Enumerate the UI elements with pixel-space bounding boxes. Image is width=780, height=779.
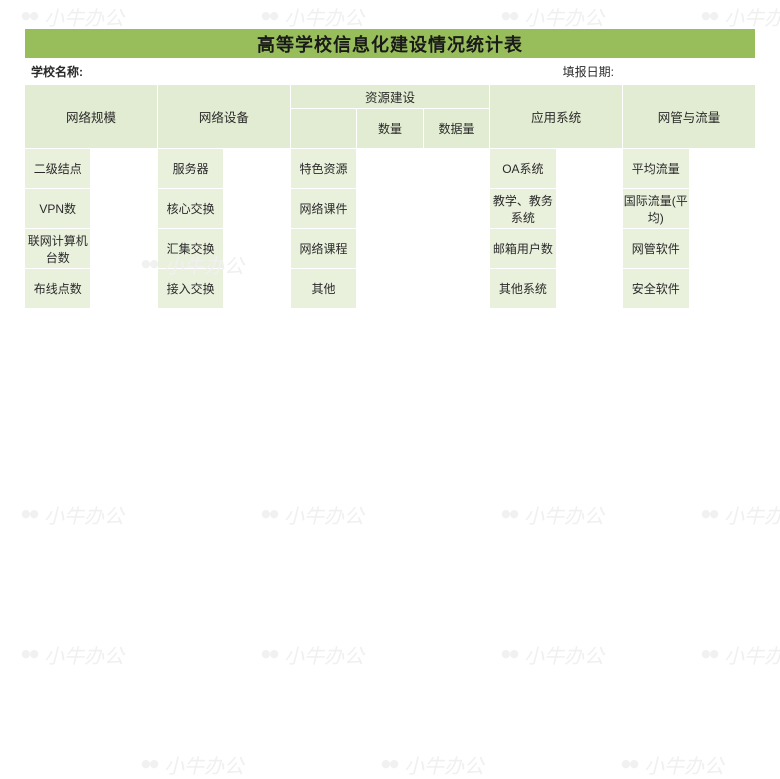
watermark: 小牛办公 xyxy=(700,500,780,529)
row-label: 网管软件 xyxy=(623,229,689,269)
cell[interactable] xyxy=(91,269,157,309)
row-label: 二级结点 xyxy=(25,149,91,189)
watermark: 小牛办公 xyxy=(20,640,124,669)
cell[interactable] xyxy=(423,269,489,309)
cell[interactable] xyxy=(357,189,423,229)
row-label: 核心交换 xyxy=(157,189,223,229)
header-data-amount: 数据量 xyxy=(423,109,489,149)
cell[interactable] xyxy=(556,189,622,229)
cell[interactable] xyxy=(224,269,290,309)
row-label: VPN数 xyxy=(25,189,91,229)
header-network-scale: 网络规模 xyxy=(25,85,158,149)
header-app-system: 应用系统 xyxy=(490,85,623,149)
row-label: 安全软件 xyxy=(623,269,689,309)
watermark: 小牛办公 xyxy=(20,500,124,529)
cell[interactable] xyxy=(689,149,755,189)
cell[interactable] xyxy=(91,229,157,269)
row-label: 国际流量(平均) xyxy=(623,189,689,229)
row-label: 其他系统 xyxy=(490,269,556,309)
table-row: 布线点数 接入交换 其他 其他系统 安全软件 xyxy=(25,269,756,309)
cell[interactable] xyxy=(91,149,157,189)
table-row: VPN数 核心交换 网络课件 教学、教务系统 国际流量(平均) xyxy=(25,189,756,229)
row-label: 邮箱用户数 xyxy=(490,229,556,269)
cell[interactable] xyxy=(423,149,489,189)
row-label: 平均流量 xyxy=(623,149,689,189)
row-label: 网络课件 xyxy=(290,189,356,229)
school-name-label: 学校名称: xyxy=(25,59,91,85)
table-row: 二级结点 服务器 特色资源 OA系统 平均流量 xyxy=(25,149,756,189)
header-resource-blank xyxy=(290,109,356,149)
cell[interactable] xyxy=(224,149,290,189)
report-date-value[interactable] xyxy=(623,59,756,85)
header-netmgmt-traffic: 网管与流量 xyxy=(623,85,756,149)
cell[interactable] xyxy=(357,269,423,309)
cell[interactable] xyxy=(224,189,290,229)
header-resource-build: 资源建设 xyxy=(290,85,489,109)
table-title: 高等学校信息化建设情况统计表 xyxy=(25,29,756,59)
row-label: 特色资源 xyxy=(290,149,356,189)
row-label: 联网计算机台数 xyxy=(25,229,91,269)
row-label: 接入交换 xyxy=(157,269,223,309)
watermark: 小牛办公 xyxy=(500,640,604,669)
statistics-table: 高等学校信息化建设情况统计表 学校名称: 填报日期: 网络规模 网络设备 资源建… xyxy=(24,28,756,309)
cell[interactable] xyxy=(689,189,755,229)
watermark: 小牛办公 xyxy=(260,500,364,529)
school-name-value[interactable] xyxy=(91,59,556,85)
row-label: 汇集交换 xyxy=(157,229,223,269)
cell[interactable] xyxy=(689,269,755,309)
cell[interactable] xyxy=(423,229,489,269)
cell[interactable] xyxy=(556,149,622,189)
header-quantity: 数量 xyxy=(357,109,423,149)
row-label: 教学、教务系统 xyxy=(490,189,556,229)
cell[interactable] xyxy=(357,229,423,269)
cell[interactable] xyxy=(556,269,622,309)
row-label: 服务器 xyxy=(157,149,223,189)
row-label: 布线点数 xyxy=(25,269,91,309)
row-label: 网络课程 xyxy=(290,229,356,269)
cell[interactable] xyxy=(357,149,423,189)
row-label: 其他 xyxy=(290,269,356,309)
cell[interactable] xyxy=(556,229,622,269)
table-row: 联网计算机台数 汇集交换 网络课程 邮箱用户数 网管软件 xyxy=(25,229,756,269)
row-label: OA系统 xyxy=(490,149,556,189)
report-date-label: 填报日期: xyxy=(556,59,622,85)
watermark: 小牛办公 xyxy=(700,640,780,669)
cell[interactable] xyxy=(91,189,157,229)
watermark: 小牛办公 xyxy=(500,500,604,529)
cell[interactable] xyxy=(423,189,489,229)
cell[interactable] xyxy=(689,229,755,269)
cell[interactable] xyxy=(224,229,290,269)
watermark: 小牛办公 xyxy=(260,640,364,669)
header-network-device: 网络设备 xyxy=(157,85,290,149)
